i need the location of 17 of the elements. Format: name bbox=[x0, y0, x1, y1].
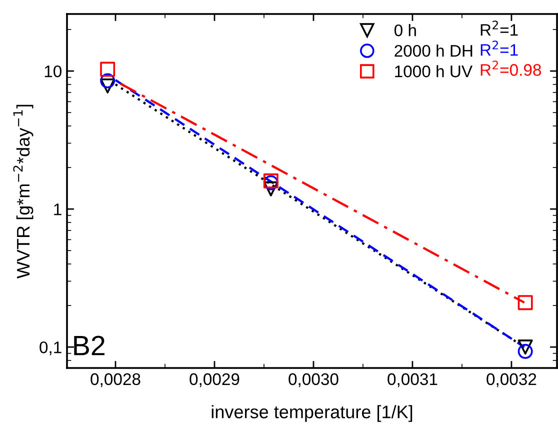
x-axis-title: inverse temperature [1/K] bbox=[212, 405, 412, 422]
annotation: R$^{2}$=1 bbox=[480, 40, 518, 56]
annotation: R$^{2}$=0.98 bbox=[480, 60, 542, 76]
x-tick-label: 0,0028 bbox=[90, 373, 140, 388]
annotation: B2 bbox=[74, 336, 104, 356]
x-tick-label: 0,0031 bbox=[388, 373, 438, 388]
x-tick-label: 0,0029 bbox=[190, 373, 240, 388]
y-tick-label: 10 bbox=[44, 65, 62, 78]
x-tick-label: 0,0030 bbox=[288, 373, 338, 388]
y-tick-label: 1 bbox=[54, 204, 62, 216]
legend-label: 2000 h DH bbox=[394, 44, 472, 57]
x-tick-label: 0,0032 bbox=[486, 373, 536, 388]
legend-label: 0 h bbox=[394, 24, 416, 36]
legend-label: 1000 h UV bbox=[395, 65, 473, 78]
y-tick-label: 0,1 bbox=[40, 341, 62, 356]
annotation: R$^{2}$=1 bbox=[480, 20, 518, 36]
y-axis-title: WVTR [g*m$^{−2}$*day$^{−1}$] bbox=[13, 104, 34, 278]
